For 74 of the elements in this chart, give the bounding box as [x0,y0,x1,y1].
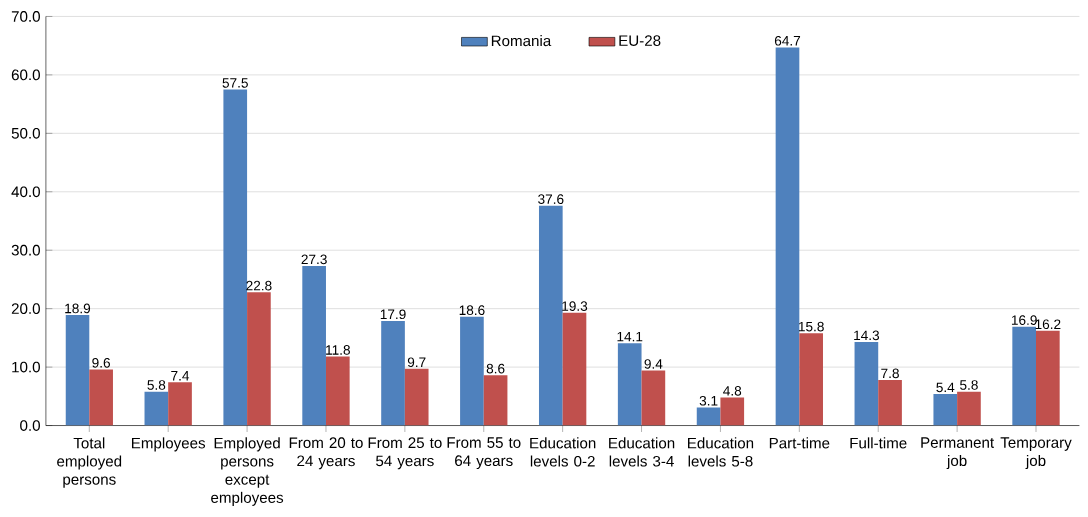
data-label: 16.9 [1011,315,1037,325]
legend-label: Romania [491,35,552,47]
data-label: 11.8 [326,345,350,355]
bar [720,397,745,426]
data-label: 57.5 [222,78,248,88]
data-label: 18.9 [65,303,91,314]
data-label: 7.8 [881,368,899,379]
bar [460,316,484,426]
bar [168,382,192,426]
bar [381,320,405,426]
data-label: 5.8 [960,380,978,390]
data-label: 4.8 [723,386,742,396]
x-tick-label: Temporary job [1000,437,1072,470]
data-label: 5.4 [936,382,955,393]
bar [483,375,508,426]
legend-label: EU-28 [619,35,661,46]
bar [878,379,902,426]
bar [957,391,981,426]
bar [1036,330,1060,426]
x-tick-label: From 25 to 54 years [368,437,442,470]
y-tick-label: 0.0 [20,420,40,431]
x-tick-label: Permanent job [921,437,995,470]
bar [325,356,350,426]
bar [247,292,271,426]
bar [144,391,169,426]
data-label: 37.6 [538,194,564,204]
data-label: 14.3 [854,330,880,341]
data-label: 8.6 [486,363,505,374]
y-tick-label: 50.0 [11,127,40,139]
y-tick-label: 60.0 [11,69,40,81]
y-tick-label: 70.0 [11,11,40,22]
data-label: 17.9 [380,309,406,320]
bar [1012,326,1036,426]
data-label: 14.1 [617,331,643,342]
bar [617,343,642,426]
data-label: 5.8 [147,380,166,390]
data-label: 64.7 [774,35,801,46]
bar [641,370,666,426]
bar [538,205,563,426]
bar [65,315,90,426]
y-tick-label: 10.0 [12,361,40,373]
data-label: 16.2 [1035,319,1061,330]
y-tick-label: 20.0 [11,303,40,314]
x-tick-label: Employed persons except employees [211,437,284,506]
bar [696,407,721,426]
bar [89,369,113,426]
bar [775,47,800,426]
data-label: 15.8 [798,321,824,332]
x-tick-label: Education levels 0-2 [530,437,596,467]
x-tick-label: From 20 to 24 years [289,437,363,470]
bar [799,333,823,426]
data-label: 18.6 [459,305,485,316]
bar [302,265,326,426]
data-label: 19.3 [562,301,588,311]
bar [223,89,248,426]
bar [933,393,958,426]
x-tick-label: Education levels 3-4 [609,437,675,467]
x-tick-label: Full-time [850,437,907,449]
x-tick-label: Total employed persons [57,437,122,488]
x-tick-label: From 55 to 64 years [447,437,521,470]
bar [404,368,429,426]
y-tick-label: 30.0 [11,244,40,256]
x-tick-label: Part-time [769,437,830,449]
data-label: 9.7 [407,357,426,368]
bar [854,341,879,426]
x-tick-label: Education levels 5-8 [688,437,754,467]
x-tick-label: Employees [131,437,206,452]
data-label: 3.1 [699,395,718,406]
data-label: 9.4 [644,359,663,369]
data-label: 27.3 [301,254,327,265]
y-tick-label: 40.0 [11,186,40,198]
data-label: 7.4 [171,371,190,381]
bar [562,312,587,426]
data-label: 9.6 [92,357,110,368]
